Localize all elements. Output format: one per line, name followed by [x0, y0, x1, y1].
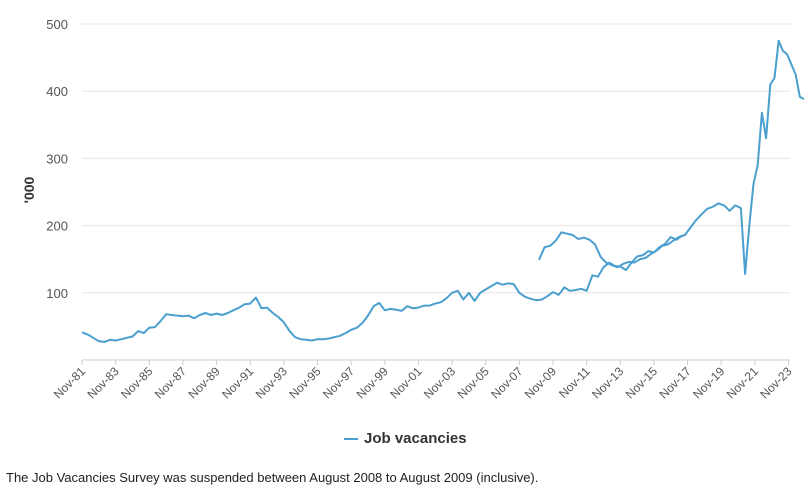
x-tick-label: Nov-03 [421, 364, 458, 401]
x-axis: Nov-81Nov-83Nov-85Nov-87Nov-89Nov-91Nov-… [51, 359, 795, 401]
x-tick-label: Nov-17 [656, 364, 693, 401]
x-tick-label: Nov-97 [320, 364, 357, 401]
x-tick-label: Nov-93 [253, 364, 290, 401]
line-chart: 100 200 300 400 500 Nov-81Nov-83Nov-85Nov-87… [21, 17, 804, 401]
x-tick-label: Nov-09 [522, 364, 559, 401]
x-tick-label: Nov-07 [488, 364, 525, 401]
x-tick-label: Nov-85 [118, 364, 155, 401]
legend-swatch [344, 437, 358, 440]
series-line-segment-1[interactable] [81, 234, 683, 343]
y-tick-label: 300 [46, 151, 68, 166]
x-tick-label: Nov-05 [455, 364, 492, 401]
x-tick-label: Nov-89 [185, 364, 222, 401]
x-tick-label: Nov-23 [757, 364, 794, 401]
x-tick-label: Nov-19 [690, 364, 727, 401]
x-tick-label: Nov-83 [85, 364, 122, 401]
x-tick-label: Nov-11 [556, 364, 593, 401]
footnote: The Job Vacancies Survey was suspended b… [6, 470, 539, 485]
y-axis: 100 200 300 400 500 [46, 17, 68, 301]
series-job-vacancies [81, 39, 804, 343]
y-tick-label: 400 [46, 84, 68, 99]
y-axis-label: '000 [21, 176, 37, 203]
x-tick-label: Nov-91 [219, 364, 256, 401]
y-tick-label: 100 [46, 286, 68, 301]
legend-label-job-vacancies: Job vacancies [364, 430, 467, 447]
y-tick-label: 200 [46, 219, 68, 234]
x-tick-label: Nov-81 [51, 364, 88, 401]
y-tick-label: 500 [46, 17, 68, 32]
x-tick-label: Nov-21 [724, 364, 761, 401]
x-tick-label: Nov-99 [354, 364, 391, 401]
legend[interactable]: Job vacancies [344, 430, 467, 447]
x-tick-label: Nov-95 [286, 364, 323, 401]
x-tick-label: Nov-15 [623, 364, 660, 401]
x-tick-label: Nov-01 [387, 364, 424, 401]
series-line-segment-2[interactable] [538, 39, 804, 275]
x-tick-label: Nov-13 [589, 364, 626, 401]
x-tick-label: Nov-87 [152, 364, 189, 401]
gridlines [82, 23, 790, 294]
